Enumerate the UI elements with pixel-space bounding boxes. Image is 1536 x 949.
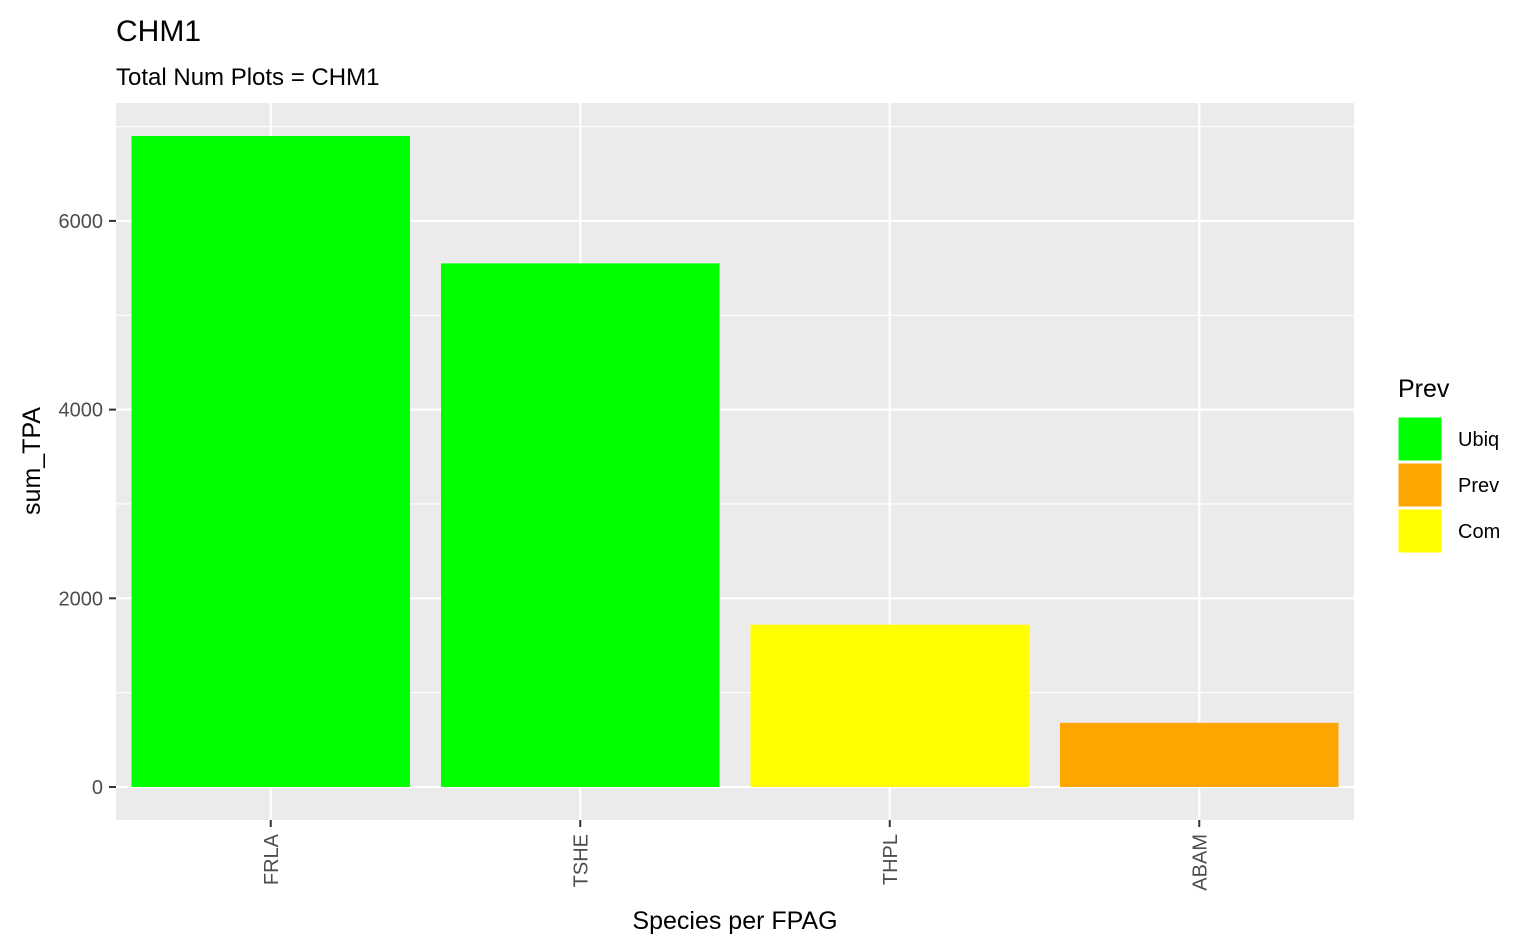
bars <box>131 136 1339 787</box>
x-tick-label: THPL <box>880 834 902 885</box>
x-axis-title: Species per FPAG <box>632 907 837 935</box>
chart-subtitle: Total Num Plots = CHM1 <box>116 64 379 91</box>
legend-key-com <box>1397 508 1443 554</box>
y-axis: 0 2000 4000 6000 <box>59 211 116 799</box>
y-tick-label: 0 <box>92 777 103 799</box>
legend-label: Prev <box>1458 475 1499 497</box>
legend-key-ubiq <box>1397 416 1443 462</box>
legend-label: Com <box>1458 521 1500 543</box>
x-tick-label: TSHE <box>570 834 592 887</box>
x-tick-label: ABAM <box>1189 834 1211 891</box>
bar-abam <box>1059 722 1339 787</box>
y-tick-label: 2000 <box>59 588 104 610</box>
bar-thpl <box>750 624 1030 787</box>
chart-title: CHM1 <box>116 15 201 48</box>
bar-frla <box>131 136 411 787</box>
x-axis: FRLA TSHE THPL ABAM <box>261 820 1211 891</box>
y-tick-label: 4000 <box>59 400 104 422</box>
legend-label: Ubiq <box>1458 429 1499 451</box>
legend-key-prev <box>1397 462 1443 508</box>
y-axis-title: sum_TPA <box>18 407 46 515</box>
y-tick-label: 6000 <box>59 211 104 233</box>
legend: Prev Ubiq Prev Com <box>1397 375 1500 554</box>
legend-title: Prev <box>1398 375 1450 403</box>
x-tick-label: FRLA <box>261 833 283 885</box>
bar-tshe <box>440 263 720 787</box>
